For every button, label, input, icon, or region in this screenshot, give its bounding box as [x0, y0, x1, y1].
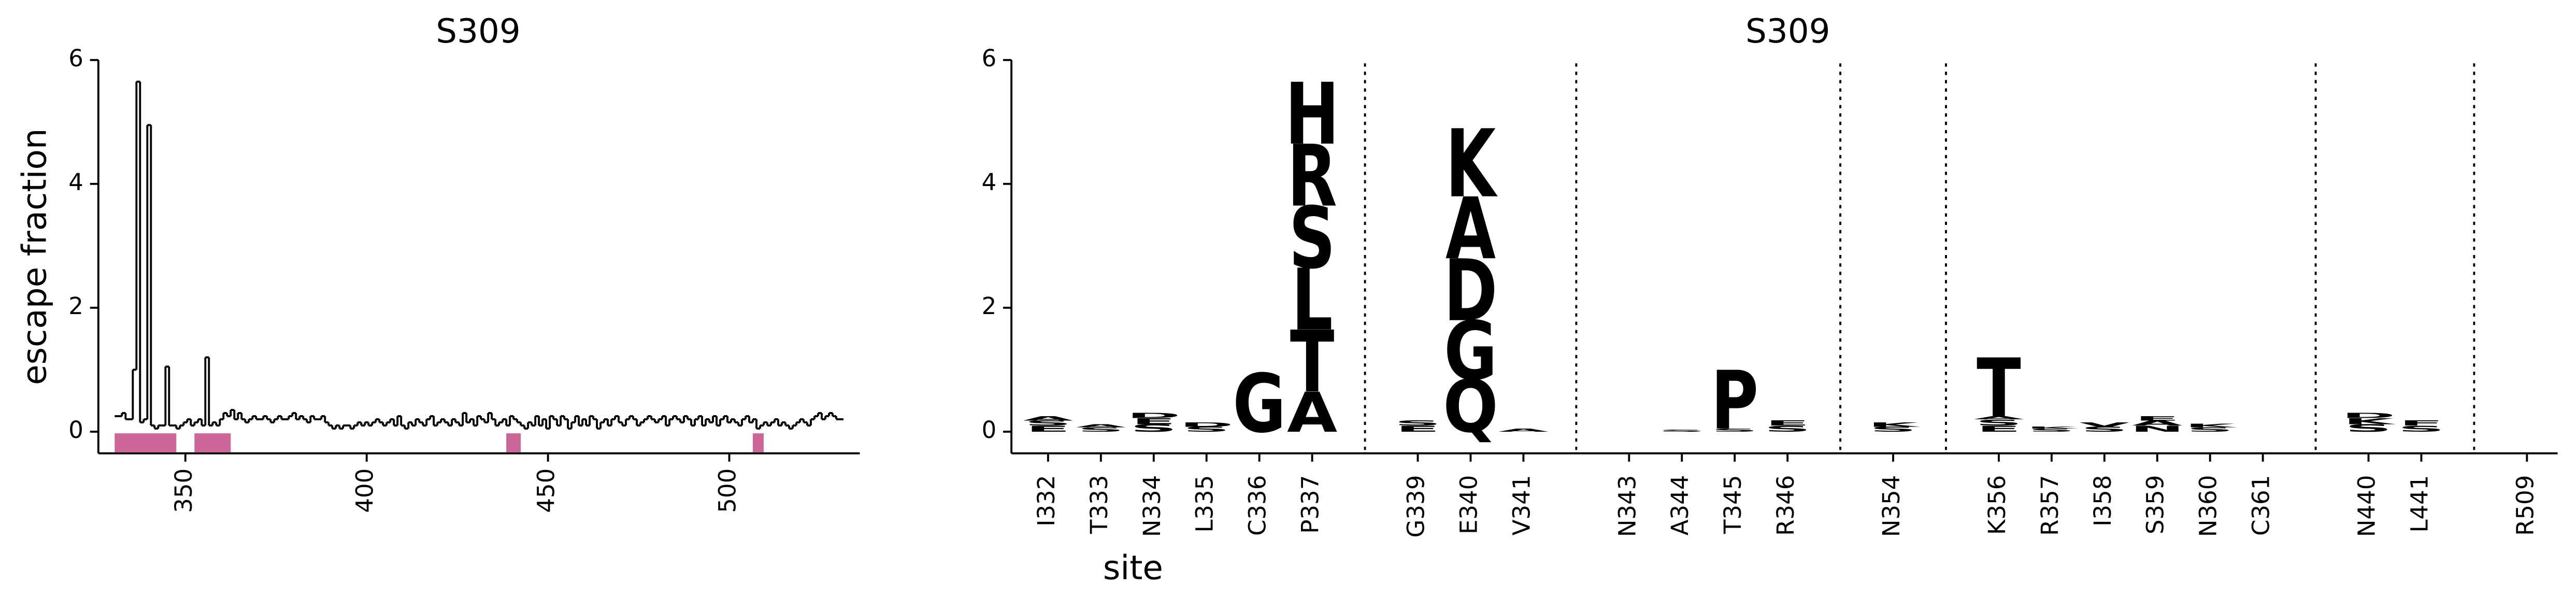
- logo-letter: D: [1443, 242, 1497, 340]
- logo-letter: S: [1394, 419, 1441, 427]
- x-tick-label: N360: [2195, 475, 2222, 537]
- logo-letter: E: [1396, 424, 1440, 434]
- logo-letter: G: [1233, 358, 1286, 451]
- y-tick-label: 2: [982, 292, 997, 320]
- logo-letter: S: [1183, 425, 1230, 433]
- x-axis-label: site: [1103, 548, 1163, 587]
- logo-letter: Q: [1443, 365, 1498, 449]
- x-tick-label: V341: [1508, 475, 1535, 536]
- y-tick-label: 4: [68, 168, 83, 196]
- logo-letter: T: [1977, 342, 2021, 436]
- x-tick-label: I332: [1033, 475, 1060, 527]
- logo-letter: S: [2028, 428, 2075, 432]
- logo-letter: S: [2345, 422, 2392, 434]
- x-tick-label: R346: [1772, 475, 1799, 536]
- logo-letter: S: [1764, 424, 1811, 434]
- logo-letter: D: [1180, 421, 1234, 428]
- x-tick-label: 500: [714, 469, 741, 513]
- logo-letter: T: [1290, 314, 1335, 412]
- x-tick-label: L441: [2406, 475, 2433, 533]
- logo-letter: S: [1130, 422, 1177, 434]
- logo-letter: A: [1076, 423, 1126, 428]
- logo-letter: A: [1287, 381, 1337, 445]
- x-tick-label: A344: [1666, 475, 1694, 536]
- highlight-range: [115, 433, 177, 452]
- x-tick-label: 450: [533, 469, 560, 513]
- logo-letter: S: [1711, 428, 1758, 432]
- logo-letter: L: [1292, 251, 1333, 350]
- x-tick-label: R357: [2036, 475, 2064, 536]
- right-title: S309: [1745, 12, 1830, 51]
- logo-letter: V: [2079, 421, 2129, 428]
- highlight-range: [506, 433, 521, 452]
- y-tick-label: 6: [68, 45, 83, 72]
- logo-letter: K: [2343, 417, 2396, 427]
- logo-letter: A: [2132, 419, 2182, 427]
- x-tick-label: G339: [1403, 475, 1430, 538]
- x-tick-label: T333: [1085, 475, 1113, 534]
- highlight-range: [753, 433, 764, 452]
- x-tick-label: N440: [2353, 475, 2381, 537]
- logo-letter: K: [2185, 422, 2238, 428]
- x-tick-label: N343: [1613, 475, 1641, 537]
- x-tick-label: E340: [1455, 475, 1482, 534]
- x-tick-label: L335: [1191, 475, 1219, 533]
- x-tick-label: P337: [1297, 475, 1324, 534]
- logo-letter: S: [1078, 426, 1124, 433]
- logo-letter: S: [2187, 426, 2234, 433]
- logo-letter: E: [1977, 424, 2021, 434]
- x-tick-label: C336: [1244, 475, 1271, 536]
- x-tick-label: N334: [1138, 475, 1166, 537]
- logo-letter: S: [1870, 425, 1916, 433]
- x-tick-label: I358: [2089, 475, 2116, 527]
- logo-letter: S: [2398, 424, 2444, 434]
- logo-letter: S: [1658, 429, 1705, 432]
- x-tick-label: T345: [1719, 475, 1747, 534]
- x-tick-label: C361: [2248, 475, 2275, 536]
- y-tick-label: 0: [68, 416, 83, 444]
- y-tick-label: 2: [68, 292, 83, 320]
- logo-letter: D: [1127, 412, 1181, 420]
- logo-letter: K: [1446, 110, 1498, 219]
- highlight-range: [194, 433, 231, 452]
- y-tick-label: 6: [982, 45, 997, 72]
- logo-letter: F: [2399, 419, 2444, 427]
- logo-letter: K: [2026, 426, 2079, 429]
- logo-letter: S: [1289, 190, 1335, 288]
- logo-letter: D: [2341, 412, 2395, 420]
- logo-letter: A: [1023, 415, 1073, 422]
- logo-letter: N: [2130, 424, 2184, 434]
- logo-letter: S: [1976, 418, 2022, 428]
- logo-letter: S: [1025, 419, 1071, 427]
- logo-letter: S: [2081, 425, 2128, 433]
- logo-letter: A: [1498, 428, 1549, 432]
- logo-letter: E: [1026, 424, 1070, 434]
- y-tick-label: 4: [982, 168, 997, 196]
- x-tick-label: S359: [2142, 475, 2169, 534]
- step-connectors: [121, 81, 837, 429]
- logo-letter: H: [1285, 66, 1339, 164]
- logo-letter: G: [1444, 305, 1497, 399]
- left-title: S309: [436, 12, 521, 51]
- y-axis-label: escape fraction: [15, 128, 54, 385]
- x-tick-label: N354: [1878, 475, 1905, 537]
- logo-letter: E: [1765, 419, 1810, 427]
- logo-letter: K: [1868, 421, 1920, 428]
- x-tick-label: 350: [170, 469, 197, 513]
- x-tick-label: 400: [351, 469, 379, 513]
- logo-letter: R: [1287, 127, 1337, 226]
- logo-letter: E: [1132, 417, 1176, 427]
- logo-letter: E: [2135, 415, 2180, 422]
- x-tick-label: R509: [2511, 475, 2539, 536]
- y-tick-label: 0: [982, 416, 997, 444]
- logo-letter: A: [1973, 415, 2024, 420]
- logo-letter: A: [1446, 180, 1496, 279]
- x-tick-label: K356: [1983, 475, 2011, 535]
- logo-letter: P: [1711, 354, 1758, 448]
